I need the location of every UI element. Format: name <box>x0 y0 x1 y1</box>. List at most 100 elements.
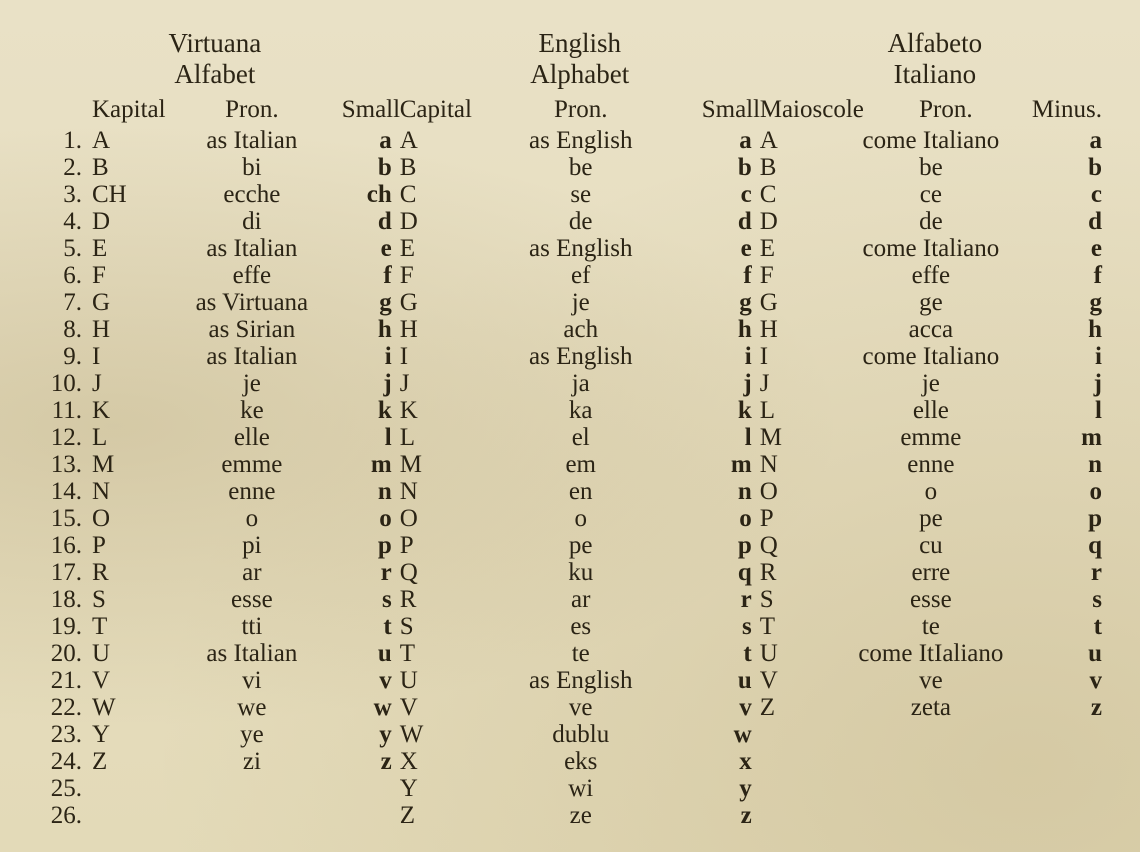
table-row: 15.Ooo <box>30 505 400 532</box>
pronunciation: ce <box>810 181 1052 208</box>
table-row: 9.Ias Italiani <box>30 343 400 370</box>
table-row: Bbeb <box>400 154 760 181</box>
capital-letter: O <box>400 505 460 532</box>
capital-letter: M <box>400 451 460 478</box>
table-row: Sesses <box>760 586 1110 613</box>
capital-letter: H <box>92 316 162 343</box>
pronunciation: as Italian <box>162 127 342 154</box>
hdr-pron: Pron. <box>870 96 1022 123</box>
pronunciation: o <box>162 505 342 532</box>
pronunciation: wi <box>460 775 702 802</box>
section-virtuana: Virtuana Alfabet Kapital Pron. Small 1.A… <box>30 28 400 829</box>
small-letter: a <box>702 127 760 154</box>
page: Virtuana Alfabet Kapital Pron. Small 1.A… <box>0 0 1140 852</box>
pronunciation: dublu <box>460 721 702 748</box>
pronunciation: zi <box>162 748 342 775</box>
pronunciation: come Italiano <box>810 127 1052 154</box>
pronunciation: pi <box>162 532 342 559</box>
capital-letter: C <box>400 181 460 208</box>
capital-letter: V <box>92 667 162 694</box>
table-row: Ppep <box>400 532 760 559</box>
row-number: 2. <box>30 154 92 181</box>
pronunciation: elle <box>810 397 1052 424</box>
capital-letter: F <box>400 262 460 289</box>
small-letter: d <box>342 208 400 235</box>
small-letter: f <box>1052 262 1110 289</box>
small-letter: b <box>342 154 400 181</box>
capital-letter: W <box>400 721 460 748</box>
table-row: Memmem <box>760 424 1110 451</box>
pronunciation: as English <box>460 235 702 262</box>
small-letter: h <box>702 316 760 343</box>
pronunciation: as Virtuana <box>162 289 342 316</box>
capital-letter: N <box>400 478 460 505</box>
small-letter: g <box>1052 289 1110 316</box>
capital-letter: B <box>92 154 162 181</box>
capital-letter: T <box>760 613 810 640</box>
pronunciation: de <box>810 208 1052 235</box>
pronunciation: cu <box>810 532 1052 559</box>
table-row: Ooo <box>760 478 1110 505</box>
pronunciation: di <box>162 208 342 235</box>
pronunciation: ar <box>162 559 342 586</box>
hdr-small: Small <box>702 96 760 123</box>
table-row: Ppep <box>760 505 1110 532</box>
capital-letter: N <box>760 451 810 478</box>
title-line2: Italiano <box>894 59 976 89</box>
small-letter: u <box>702 667 760 694</box>
table-row: 8.Has Sirianh <box>30 316 400 343</box>
capital-letter: J <box>92 370 162 397</box>
capital-letter: R <box>760 559 810 586</box>
pronunciation: esse <box>810 586 1052 613</box>
table-row: Ggeg <box>760 289 1110 316</box>
pronunciation: enne <box>810 451 1052 478</box>
capital-letter: D <box>400 208 460 235</box>
small-letter: c <box>702 181 760 208</box>
row-number: 21. <box>30 667 92 694</box>
title-line2: Alphabet <box>530 59 629 89</box>
rows-italiano: Acome ItalianoaBbebCcecDdedEcome Italian… <box>760 127 1110 721</box>
pronunciation: as Italian <box>162 343 342 370</box>
capital-letter: W <box>92 694 162 721</box>
pronunciation: tti <box>162 613 342 640</box>
pronunciation: effe <box>162 262 342 289</box>
capital-letter: Z <box>92 748 162 775</box>
capital-letter: E <box>760 235 810 262</box>
capital-letter: J <box>760 370 810 397</box>
table-row: 7.Gas Virtuanag <box>30 289 400 316</box>
small-letter: v <box>342 667 400 694</box>
table-row: Memm <box>400 451 760 478</box>
table-row: Ttet <box>760 613 1110 640</box>
small-letter: r <box>1052 559 1110 586</box>
pronunciation: es <box>460 613 702 640</box>
capital-letter: CH <box>92 181 162 208</box>
row-number: 17. <box>30 559 92 586</box>
small-letter: q <box>702 559 760 586</box>
row-number: 15. <box>30 505 92 532</box>
table-row: 25. <box>30 775 400 802</box>
table-row: 20.Uas Italianu <box>30 640 400 667</box>
capital-letter: S <box>760 586 810 613</box>
table-row: Vvev <box>760 667 1110 694</box>
pronunciation: se <box>460 181 702 208</box>
table-row: 4.Ddid <box>30 208 400 235</box>
pronunciation: as English <box>460 667 702 694</box>
rows-english: Aas EnglishaBbebCsecDdedEas EnglisheFeff… <box>400 127 760 829</box>
small-letter: v <box>702 694 760 721</box>
table-row: 14.Nennen <box>30 478 400 505</box>
capital-letter: L <box>760 397 810 424</box>
row-number: 16. <box>30 532 92 559</box>
pronunciation: ke <box>162 397 342 424</box>
section-italiano: Alfabeto Italiano Maioscole Pron. Minus.… <box>760 28 1110 829</box>
small-letter: b <box>1052 154 1110 181</box>
small-letter: t <box>342 613 400 640</box>
pronunciation: ka <box>460 397 702 424</box>
small-letter: l <box>702 424 760 451</box>
header-row-virtuana: Kapital Pron. Small <box>30 96 400 123</box>
title-english: English Alphabet <box>400 28 760 90</box>
row-number: 11. <box>30 397 92 424</box>
small-letter: p <box>342 532 400 559</box>
table-row: Acome Italianoa <box>760 127 1110 154</box>
capital-letter: K <box>400 397 460 424</box>
table-row: 26. <box>30 802 400 829</box>
